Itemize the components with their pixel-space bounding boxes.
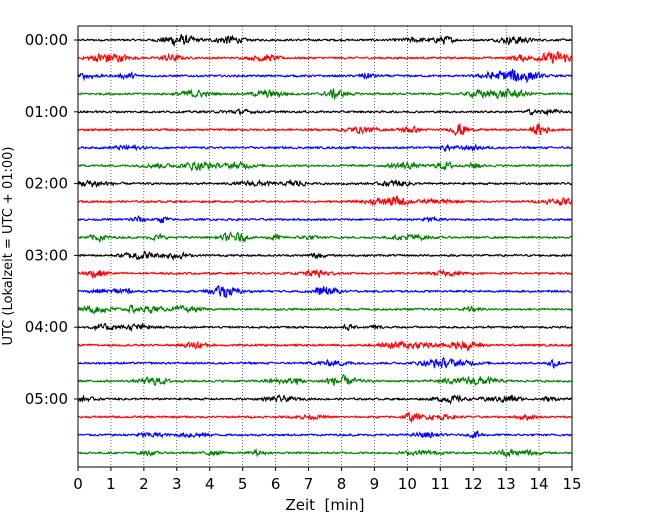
seismic-trace-0200 — [77, 178, 573, 188]
seismic-trace-0000 — [77, 34, 573, 47]
x-tick-label: 13 — [497, 475, 516, 493]
x-tick-label: 4 — [205, 475, 215, 493]
seismic-trace-0415 — [77, 339, 573, 352]
x-tick-label: 14 — [530, 475, 549, 493]
plot-background — [78, 26, 572, 467]
y-tick-label: 03:00 — [25, 246, 68, 264]
x-tick-label: 11 — [431, 475, 450, 493]
seismic-trace-0315 — [77, 268, 573, 279]
seismic-trace-0230 — [77, 215, 573, 224]
y-tick-label: 04:00 — [25, 318, 68, 336]
seismic-trace-0245 — [77, 230, 572, 243]
x-tick-label: 0 — [73, 475, 83, 493]
x-tick-label: 8 — [337, 475, 347, 493]
seismic-trace-0045 — [77, 87, 573, 101]
seismic-trace-0430 — [77, 356, 573, 369]
seismic-trace-0145 — [77, 160, 573, 172]
seismic-trace-0100 — [77, 108, 573, 117]
seismic-trace-0345 — [77, 304, 573, 315]
seismic-trace-0545 — [77, 447, 572, 458]
x-tick-label: 10 — [398, 475, 417, 493]
y-tick-label: 01:00 — [25, 103, 68, 121]
y-tick-label: 00:00 — [25, 31, 68, 49]
x-tick-label: 3 — [172, 475, 182, 493]
x-tick-label: 1 — [106, 475, 116, 493]
seismic-trace-0115 — [77, 123, 573, 136]
seismic-trace-0400 — [77, 322, 573, 332]
seismic-trace-0500 — [77, 394, 573, 405]
x-tick-label: 6 — [271, 475, 281, 493]
x-tick-label: 12 — [464, 475, 483, 493]
x-tick-label: 5 — [238, 475, 248, 493]
x-axis-ticks: 0 1 2 3 4 5 6 7 8 9 10 11 12 13 14 15 — [73, 467, 582, 493]
y-axis-ticks: 00:00 01:00 02:00 03:00 04:00 05:00 — [25, 31, 78, 408]
seismic-trace-0300 — [77, 250, 573, 262]
x-tick-label: 7 — [304, 475, 314, 493]
x-axis-title: Zeit [min] — [285, 496, 364, 514]
seismic-trace-0330 — [77, 285, 573, 298]
seismic-trace-0015 — [77, 50, 573, 64]
x-tick-label: 9 — [370, 475, 380, 493]
traces — [77, 34, 573, 458]
plot-frame — [77, 25, 573, 468]
seismic-trace-0215 — [77, 195, 573, 207]
y-tick-label: 02:00 — [25, 175, 68, 193]
seismic-trace-0515 — [77, 411, 573, 424]
seismic-trace-0530 — [77, 430, 573, 439]
seismic-trace-0130 — [77, 143, 573, 153]
y-axis-title: UTC (Lokalzeit = UTC + 01:00) — [1, 147, 16, 346]
y-tick-label: 05:00 — [25, 390, 68, 408]
x-tick-label: 2 — [139, 475, 149, 493]
seismic-trace-0445 — [77, 374, 573, 387]
seismic-trace-0030 — [77, 68, 573, 84]
x-tick-label: 15 — [562, 475, 581, 493]
